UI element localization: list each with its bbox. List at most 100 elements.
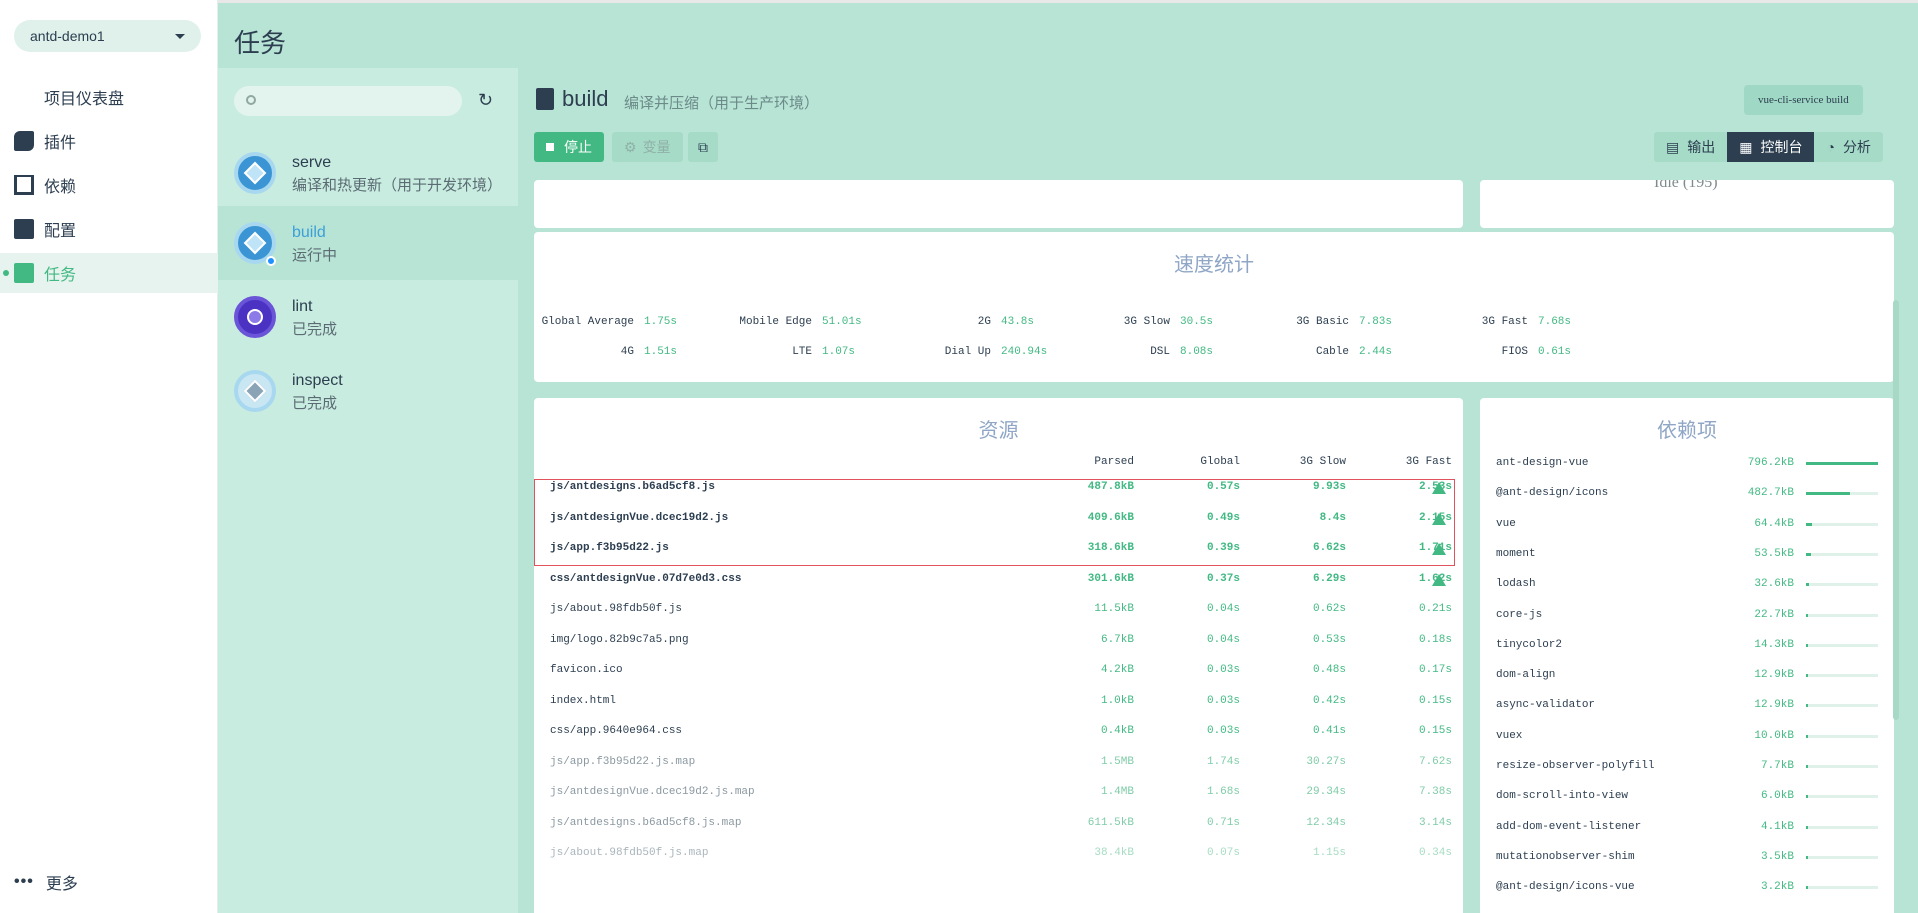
- dependency-row[interactable]: @ant-design/icons 482.7kB: [1480, 479, 1894, 509]
- asset-slow: 12.34s: [1306, 816, 1346, 829]
- task-item-serve[interactable]: serve 编译和热更新（用于开发环境）: [218, 136, 518, 210]
- tab-output[interactable]: ▤ 输出: [1654, 132, 1728, 162]
- dependency-size: 6.0kB: [1760, 790, 1794, 803]
- refresh-icon[interactable]: ↻: [478, 90, 494, 110]
- table-row[interactable]: css/antdesignVue.07d7e0d3.css 301.6kB 0.37…: [534, 565, 1463, 595]
- caret-down-icon: [175, 34, 185, 39]
- asset-global: 0.03s: [1206, 664, 1240, 676]
- table-row[interactable]: js/app.f3b95d22.js 318.6kB 0.39s 6.62s 1.71s: [534, 534, 1463, 564]
- project-select[interactable]: antd-demo1: [14, 20, 201, 52]
- speed-label: 3G Basic: [1296, 316, 1349, 328]
- asset-fast: 7.62s: [1418, 755, 1452, 768]
- table-row[interactable]: js/about.98fdb50f.js 11.5kB 0.04s 0.62s 0.21…: [534, 595, 1463, 625]
- dependency-size: 53.5kB: [1754, 547, 1794, 560]
- open-external-button[interactable]: ⧉: [688, 132, 718, 162]
- more-button[interactable]: ••• 更多: [14, 870, 78, 894]
- card-title: 资源: [978, 420, 1019, 442]
- variables-label: 变量: [642, 139, 671, 155]
- tab-dashboard[interactable]: ▦ 控制台: [1727, 132, 1815, 162]
- table-row[interactable]: css/app.9640e964.css 0.4kB 0.03s 0.41s 0.15s: [534, 717, 1463, 747]
- asset-parsed: 1.5MB: [1100, 755, 1134, 768]
- table-row[interactable]: img/logo.82b9c7a5.png 6.7kB 0.04s 0.53s 0.18…: [534, 626, 1463, 656]
- nav-item-tasks[interactable]: 任务: [0, 253, 218, 293]
- dependency-size: 12.9kB: [1754, 699, 1794, 712]
- asset-parsed: 1.4MB: [1100, 786, 1134, 798]
- asset-name: js/antdesigns.b6ad5cf8.js.map: [550, 816, 742, 829]
- gear-icon: [14, 219, 34, 239]
- speed-value: 51.01s: [822, 316, 862, 328]
- running-indicator: [266, 256, 276, 266]
- command-badge: vue-cli-service build: [1744, 85, 1863, 115]
- scrollbar[interactable]: [1893, 300, 1899, 720]
- asset-fast: 0.15s: [1418, 694, 1452, 707]
- idle-status: Idle (195): [1654, 180, 1718, 191]
- task-item-build[interactable]: build 运行中: [218, 206, 518, 280]
- size-bar: [1806, 583, 1878, 587]
- dependency-name: mutationobserver-shim: [1496, 850, 1635, 863]
- asset-parsed: 301.6kB: [1087, 572, 1134, 585]
- table-row[interactable]: js/antdesignVue.dcec19d2.js.map 1.4MB 1.68…: [534, 778, 1463, 808]
- puzzle-icon: [14, 131, 34, 151]
- asset-global: 1.68s: [1206, 786, 1240, 798]
- dependency-size: 12.9kB: [1754, 669, 1794, 682]
- dependency-row[interactable]: tinycolor2 14.3kB: [1480, 631, 1894, 661]
- size-bar-fill: [1806, 765, 1808, 768]
- asset-global: 1.74s: [1206, 755, 1240, 768]
- output-icon: ▤: [1666, 138, 1680, 155]
- size-bar: [1806, 643, 1878, 647]
- nav-item-dashboard[interactable]: 项目仪表盘: [0, 77, 218, 117]
- dependency-row[interactable]: vuex 10.0kB: [1480, 722, 1894, 752]
- dependency-row[interactable]: lodash 32.6kB: [1480, 570, 1894, 600]
- asset-global: 0.57s: [1206, 481, 1240, 493]
- asset-fast: 0.15s: [1418, 725, 1452, 737]
- asset-parsed: 6.7kB: [1100, 633, 1134, 646]
- dependency-row[interactable]: resize-observer-polyfill 7.7kB: [1480, 752, 1894, 782]
- size-bar: [1806, 492, 1878, 496]
- nav-item-dependencies[interactable]: 依赖: [0, 165, 218, 205]
- dependency-row[interactable]: vue 64.4kB: [1480, 510, 1894, 540]
- task-item-inspect[interactable]: inspect 已完成: [218, 354, 518, 428]
- table-row[interactable]: js/antdesignVue.dcec19d2.js 409.6kB 0.49s 8…: [534, 504, 1463, 534]
- dependency-row[interactable]: core-js 22.7kB: [1480, 601, 1894, 631]
- gear-icon: ⚙: [624, 138, 637, 155]
- table-row[interactable]: js/app.f3b95d22.js.map 1.5MB 1.74s 30.27s 7.…: [534, 748, 1463, 778]
- task-desc: 运行中: [292, 247, 338, 264]
- asset-parsed: 0.4kB: [1100, 725, 1134, 737]
- card-title: 速度统计: [1174, 254, 1254, 276]
- size-bar-fill: [1806, 552, 1812, 556]
- dependency-row[interactable]: moment 53.5kB: [1480, 540, 1894, 570]
- asset-slow: 0.41s: [1312, 725, 1346, 737]
- left-navigation: antd-demo1 项目仪表盘 插件 依赖 配置 任务 ••• 更多: [0, 0, 218, 913]
- asset-global: 0.04s: [1206, 633, 1240, 646]
- table-row[interactable]: js/about.98fdb50f.js.map 38.4kB 0.07s 1.15s…: [534, 839, 1463, 869]
- dashboard-icon: [14, 87, 34, 107]
- stop-button[interactable]: 停止: [534, 132, 604, 162]
- asset-name: js/antdesignVue.dcec19d2.js: [550, 511, 729, 524]
- asset-slow: 6.29s: [1312, 572, 1346, 585]
- table-row[interactable]: favicon.ico 4.2kB 0.03s 0.48s 0.17s: [534, 656, 1463, 686]
- table-row[interactable]: index.html 1.0kB 0.03s 0.42s 0.15s: [534, 687, 1463, 717]
- dependency-size: 3.5kB: [1760, 850, 1794, 863]
- dependency-row[interactable]: ant-design-vue 796.2kB: [1480, 449, 1894, 479]
- nav-item-plugins[interactable]: 插件: [0, 121, 218, 161]
- table-row[interactable]: js/antdesigns.b6ad5cf8.js.map 611.5kB 0.71…: [534, 809, 1463, 839]
- dependency-row[interactable]: async-validator 12.9kB: [1480, 691, 1894, 721]
- speed-label: 3G Fast: [1481, 316, 1528, 328]
- dependency-row[interactable]: dom-align 12.9kB: [1480, 661, 1894, 691]
- dependency-size: 796.2kB: [1747, 457, 1794, 469]
- dependency-row[interactable]: @ant-design/icons-vue 3.2kB: [1480, 873, 1894, 903]
- size-bar-fill: [1806, 583, 1809, 587]
- book-icon: [14, 175, 34, 195]
- variables-button[interactable]: ⚙ 变量: [612, 132, 683, 162]
- nav-item-config[interactable]: 配置: [0, 209, 218, 249]
- table-row[interactable]: js/antdesigns.b6ad5cf8.js 487.8kB 0.57s 9.9…: [534, 473, 1463, 503]
- dependency-row[interactable]: dom-scroll-into-view 6.0kB: [1480, 782, 1894, 812]
- task-search-input[interactable]: [234, 86, 462, 116]
- dependency-row[interactable]: add-dom-event-listener 4.1kB: [1480, 813, 1894, 843]
- task-item-lint[interactable]: lint 已完成: [218, 280, 518, 354]
- inspect-icon: [234, 370, 276, 412]
- size-bar-fill: [1806, 795, 1808, 799]
- dependency-row[interactable]: mutationobserver-shim 3.5kB: [1480, 843, 1894, 873]
- tab-analyzer[interactable]: ◔ 分析: [1814, 132, 1883, 162]
- asset-slow: 29.34s: [1306, 786, 1346, 798]
